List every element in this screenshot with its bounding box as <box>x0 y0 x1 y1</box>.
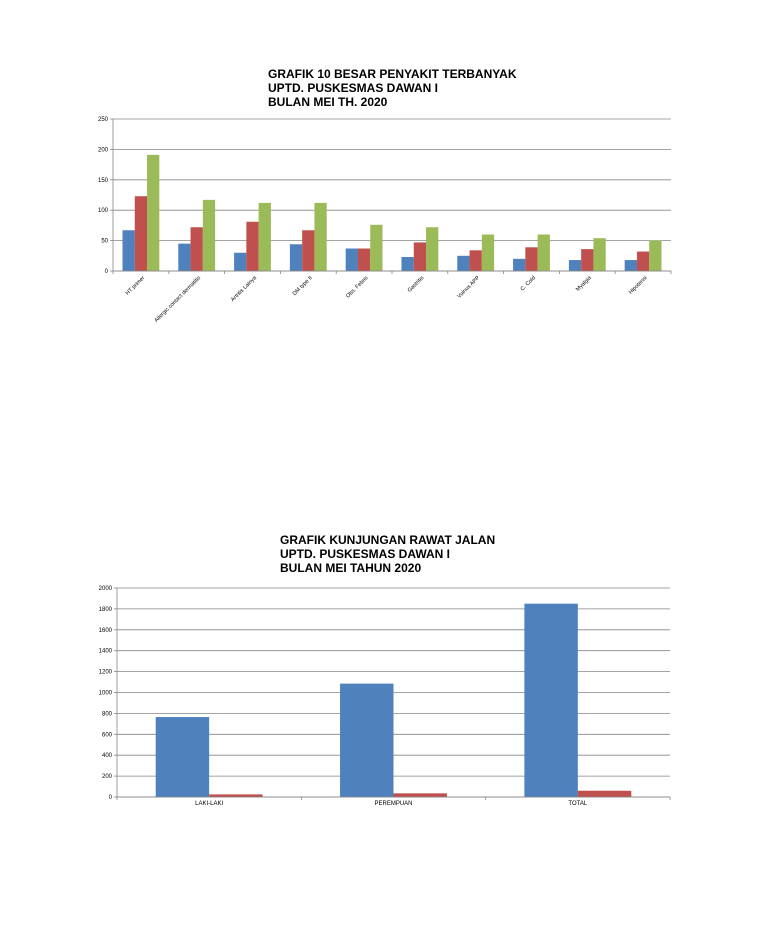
y-tick-label: 0 <box>105 269 109 275</box>
bar <box>593 238 606 271</box>
bar <box>122 230 135 271</box>
y-tick-label: 800 <box>102 711 113 717</box>
bar <box>357 248 371 271</box>
bar <box>457 255 470 271</box>
bar <box>178 243 191 271</box>
bar <box>413 242 427 271</box>
chart1-title-line-1: GRAFIK 10 BESAR PENYAKIT TERBANYAK <box>268 67 517 81</box>
bar <box>401 257 414 271</box>
bar <box>302 230 315 271</box>
bar <box>190 227 203 271</box>
chart2-title: GRAFIK KUNJUNGAN RAWAT JALAN UPTD. PUSKE… <box>280 533 495 575</box>
y-tick-label: 1200 <box>99 670 113 676</box>
bar <box>340 683 394 797</box>
bar <box>202 199 216 271</box>
bar <box>524 603 578 797</box>
x-tick-label: TOTAL <box>568 801 587 807</box>
bar <box>289 244 303 271</box>
bar <box>636 251 650 271</box>
bar <box>314 202 327 271</box>
y-tick-label: 400 <box>102 753 113 759</box>
bar <box>393 793 447 797</box>
y-tick-label: 1000 <box>99 691 113 697</box>
bar <box>525 247 538 271</box>
chart2-title-line-1: GRAFIK KUNJUNGAN RAWAT JALAN <box>280 533 496 547</box>
bar <box>513 258 526 271</box>
y-tick-label: 200 <box>102 774 113 780</box>
bar <box>581 249 594 271</box>
bar <box>537 234 550 271</box>
y-tick-label: 2000 <box>99 586 113 592</box>
bar <box>345 248 358 271</box>
chart2-title-line-2: UPTD. PUSKESMAS DAWAN I <box>280 547 451 561</box>
bar <box>469 250 482 271</box>
bar <box>568 260 582 271</box>
bar <box>234 252 247 271</box>
y-tick-label: 200 <box>98 147 109 153</box>
y-tick-label: 1800 <box>99 607 113 613</box>
y-tick-label: 250 <box>98 117 109 123</box>
y-tick-label: 50 <box>101 239 108 245</box>
bar <box>134 196 148 271</box>
y-tick-label: 100 <box>98 208 109 214</box>
y-tick-label: 600 <box>102 732 113 738</box>
x-tick-label: LAKI-LAKI <box>195 801 223 807</box>
chart1-title-line-3: BULAN MEI TH. 2020 <box>268 95 388 109</box>
bar <box>426 227 439 271</box>
y-tick-label: 1600 <box>99 628 113 634</box>
bar <box>246 221 259 271</box>
chart1-title: GRAFIK 10 BESAR PENYAKIT TERBANYAK UPTD.… <box>268 67 517 109</box>
x-tick-label: PEREMPUAN <box>374 801 412 807</box>
chart1-title-line-2: UPTD. PUSKESMAS DAWAN I <box>268 81 439 95</box>
y-tick-label: 1400 <box>99 649 113 655</box>
bar <box>481 234 495 271</box>
bar <box>649 240 662 271</box>
bar <box>370 224 383 271</box>
bar <box>258 202 271 271</box>
y-tick-label: 150 <box>98 178 109 184</box>
bar <box>577 790 632 797</box>
bar <box>155 717 210 797</box>
bar <box>147 154 160 271</box>
y-tick-label: 0 <box>109 795 113 801</box>
chart2-title-line-3: BULAN MEI TAHUN 2020 <box>280 561 422 575</box>
bar <box>624 260 637 271</box>
bar <box>209 794 263 797</box>
